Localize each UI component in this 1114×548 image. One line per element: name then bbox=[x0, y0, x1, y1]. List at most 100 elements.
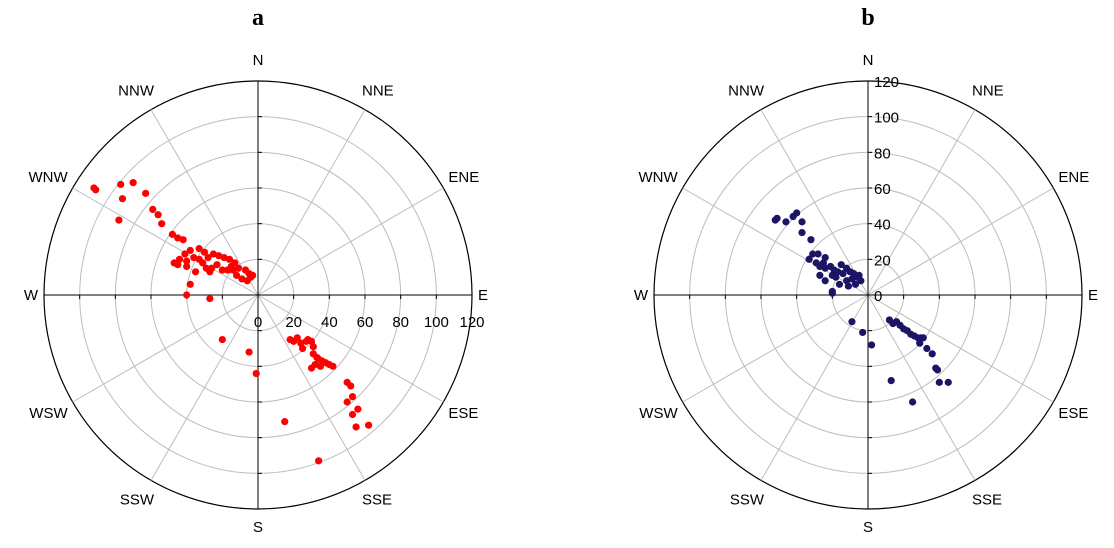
data-point bbox=[307, 364, 316, 372]
data-point bbox=[168, 230, 176, 238]
data-point bbox=[908, 398, 917, 406]
data-point bbox=[115, 216, 123, 224]
data-point bbox=[807, 236, 815, 244]
data-point bbox=[816, 271, 824, 279]
spoke-ssw bbox=[150, 294, 259, 481]
data-point bbox=[213, 261, 221, 269]
data-point bbox=[923, 344, 931, 353]
data-point bbox=[819, 259, 828, 267]
r-tick-label: 40 bbox=[321, 314, 338, 331]
data-point bbox=[149, 205, 157, 213]
data-point bbox=[855, 271, 863, 279]
direction-label-e: E bbox=[478, 287, 488, 304]
data-point bbox=[364, 421, 373, 429]
data-point bbox=[348, 410, 357, 419]
data-point bbox=[206, 268, 214, 276]
data-point bbox=[933, 366, 942, 374]
spoke-ene bbox=[257, 187, 444, 296]
data-point bbox=[928, 350, 936, 358]
data-point bbox=[828, 289, 836, 297]
spoke-ese bbox=[257, 294, 444, 403]
r-tick-label: 0 bbox=[254, 314, 262, 331]
data-point bbox=[809, 250, 817, 258]
data-point bbox=[859, 328, 867, 337]
direction-label-ene: ENE bbox=[448, 169, 479, 186]
data-point bbox=[234, 264, 242, 272]
data-point bbox=[834, 268, 842, 276]
data-point bbox=[805, 255, 813, 263]
direction-label-ssw: SSW bbox=[120, 491, 155, 508]
data-point bbox=[247, 273, 255, 281]
direction-label-nne: NNE bbox=[362, 83, 394, 100]
direction-label-ese: ESE bbox=[448, 405, 478, 422]
data-point bbox=[117, 180, 125, 189]
data-point bbox=[129, 179, 137, 187]
data-point bbox=[218, 335, 226, 344]
data-point bbox=[347, 382, 355, 390]
data-point bbox=[225, 255, 234, 263]
r-tick-label: 100 bbox=[424, 314, 449, 331]
spoke-ssw bbox=[760, 294, 869, 481]
data-point bbox=[170, 259, 178, 267]
data-point bbox=[354, 405, 362, 413]
direction-label-s: S bbox=[863, 519, 873, 536]
spoke-nne bbox=[257, 109, 366, 296]
direction-label-ene: ENE bbox=[1058, 169, 1089, 186]
direction-label-ssw: SSW bbox=[730, 491, 765, 508]
data-point bbox=[218, 266, 226, 274]
direction-label-sse: SSE bbox=[362, 491, 392, 508]
data-point bbox=[343, 398, 351, 406]
data-point bbox=[844, 282, 852, 290]
data-point bbox=[183, 291, 191, 299]
direction-label-s: S bbox=[253, 519, 263, 536]
spoke-nnw bbox=[150, 109, 259, 296]
data-point bbox=[316, 362, 325, 370]
r-tick-label: 80 bbox=[392, 314, 409, 331]
spoke-ene bbox=[867, 187, 1054, 296]
direction-label-w: W bbox=[24, 287, 39, 304]
direction-label-wnw: WNW bbox=[638, 169, 678, 186]
data-point bbox=[887, 377, 895, 385]
data-point bbox=[867, 341, 876, 349]
data-point bbox=[293, 334, 301, 342]
direction-label-wsw: WSW bbox=[29, 405, 68, 422]
spoke-sse bbox=[867, 294, 976, 481]
data-point bbox=[348, 393, 357, 401]
r-tick-label: 120 bbox=[459, 314, 484, 331]
data-point bbox=[179, 236, 187, 244]
direction-label-n: N bbox=[253, 52, 264, 69]
r-tick-label: 80 bbox=[874, 145, 891, 162]
data-point bbox=[798, 218, 806, 226]
data-point bbox=[92, 186, 100, 194]
r-tick-label: 40 bbox=[874, 217, 891, 234]
direction-label-sse: SSE bbox=[972, 491, 1002, 508]
spoke-nne bbox=[867, 109, 976, 296]
data-point bbox=[206, 294, 214, 303]
spoke-wsw bbox=[682, 294, 869, 403]
data-point bbox=[782, 218, 790, 226]
r-tick-label: 100 bbox=[874, 110, 899, 127]
data-point bbox=[186, 280, 194, 288]
data-point bbox=[245, 348, 253, 356]
data-point bbox=[195, 245, 203, 253]
direction-label-n: N bbox=[863, 52, 874, 69]
data-point bbox=[227, 262, 235, 271]
spoke-sse bbox=[257, 294, 366, 481]
r-tick-label: 60 bbox=[357, 314, 374, 331]
data-point bbox=[183, 262, 191, 271]
direction-label-e: E bbox=[1088, 287, 1098, 304]
data-point bbox=[309, 343, 317, 351]
data-point bbox=[944, 378, 952, 386]
r-tick-label: 20 bbox=[874, 252, 891, 269]
data-point bbox=[352, 423, 360, 431]
data-point bbox=[814, 250, 822, 258]
spoke-nnw bbox=[760, 109, 869, 296]
spoke-wsw bbox=[72, 294, 259, 403]
data-point bbox=[281, 418, 289, 426]
data-point bbox=[798, 228, 806, 237]
data-point bbox=[142, 189, 150, 197]
direction-label-nnw: NNW bbox=[118, 83, 155, 100]
direction-label-wsw: WSW bbox=[639, 405, 678, 422]
data-point bbox=[195, 255, 203, 263]
